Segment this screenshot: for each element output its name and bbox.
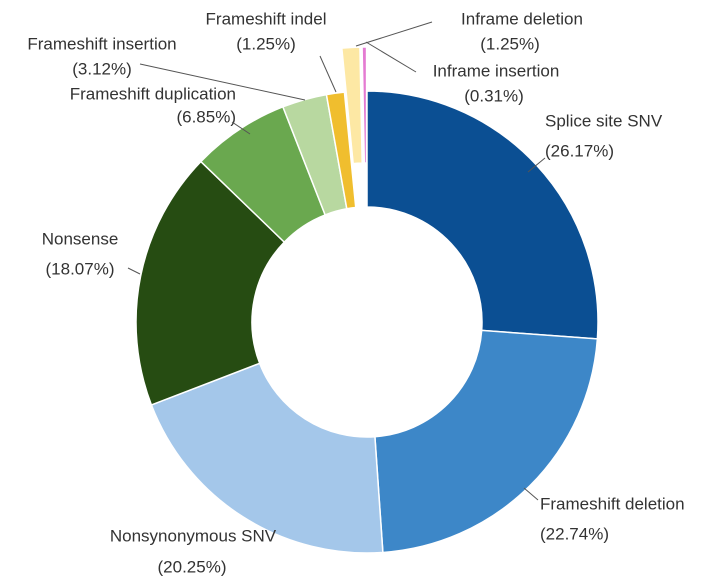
leader-line (355, 21, 433, 47)
slice-label: Frameshift indel (206, 9, 327, 28)
leader-line (527, 157, 546, 173)
slice-label: Frameshift deletion (540, 494, 685, 513)
slice-label: Frameshift insertion (27, 34, 176, 53)
leader-line (127, 267, 141, 275)
slice (135, 160, 286, 406)
slice (366, 90, 599, 340)
value-label: (1.25%) (236, 34, 296, 53)
leader-line (231, 121, 251, 135)
leader-line (139, 63, 306, 101)
slice-label: Inframe deletion (461, 9, 583, 28)
value-label: (18.07%) (46, 259, 115, 278)
slice-label: Nonsynonymous SNV (110, 526, 277, 545)
slice (150, 362, 384, 554)
value-label: (1.25%) (480, 34, 540, 53)
value-label: (3.12%) (72, 59, 132, 78)
value-label: (0.31%) (464, 86, 524, 105)
slice-label: Inframe insertion (433, 61, 560, 80)
slice (361, 46, 368, 164)
leader-line (523, 487, 539, 501)
slice-label: Splice site SNV (545, 111, 663, 130)
value-label: (6.85%) (176, 107, 236, 126)
value-label: (22.74%) (540, 524, 609, 543)
leader-line (319, 55, 337, 93)
value-label: (20.25%) (158, 557, 227, 576)
leader-line (365, 41, 417, 73)
slice-label: Frameshift duplication (70, 84, 236, 103)
slice (374, 329, 599, 554)
slice-label: Nonsense (42, 229, 119, 248)
value-label: (26.17%) (545, 141, 614, 160)
slice (340, 46, 363, 165)
slice (325, 91, 357, 210)
